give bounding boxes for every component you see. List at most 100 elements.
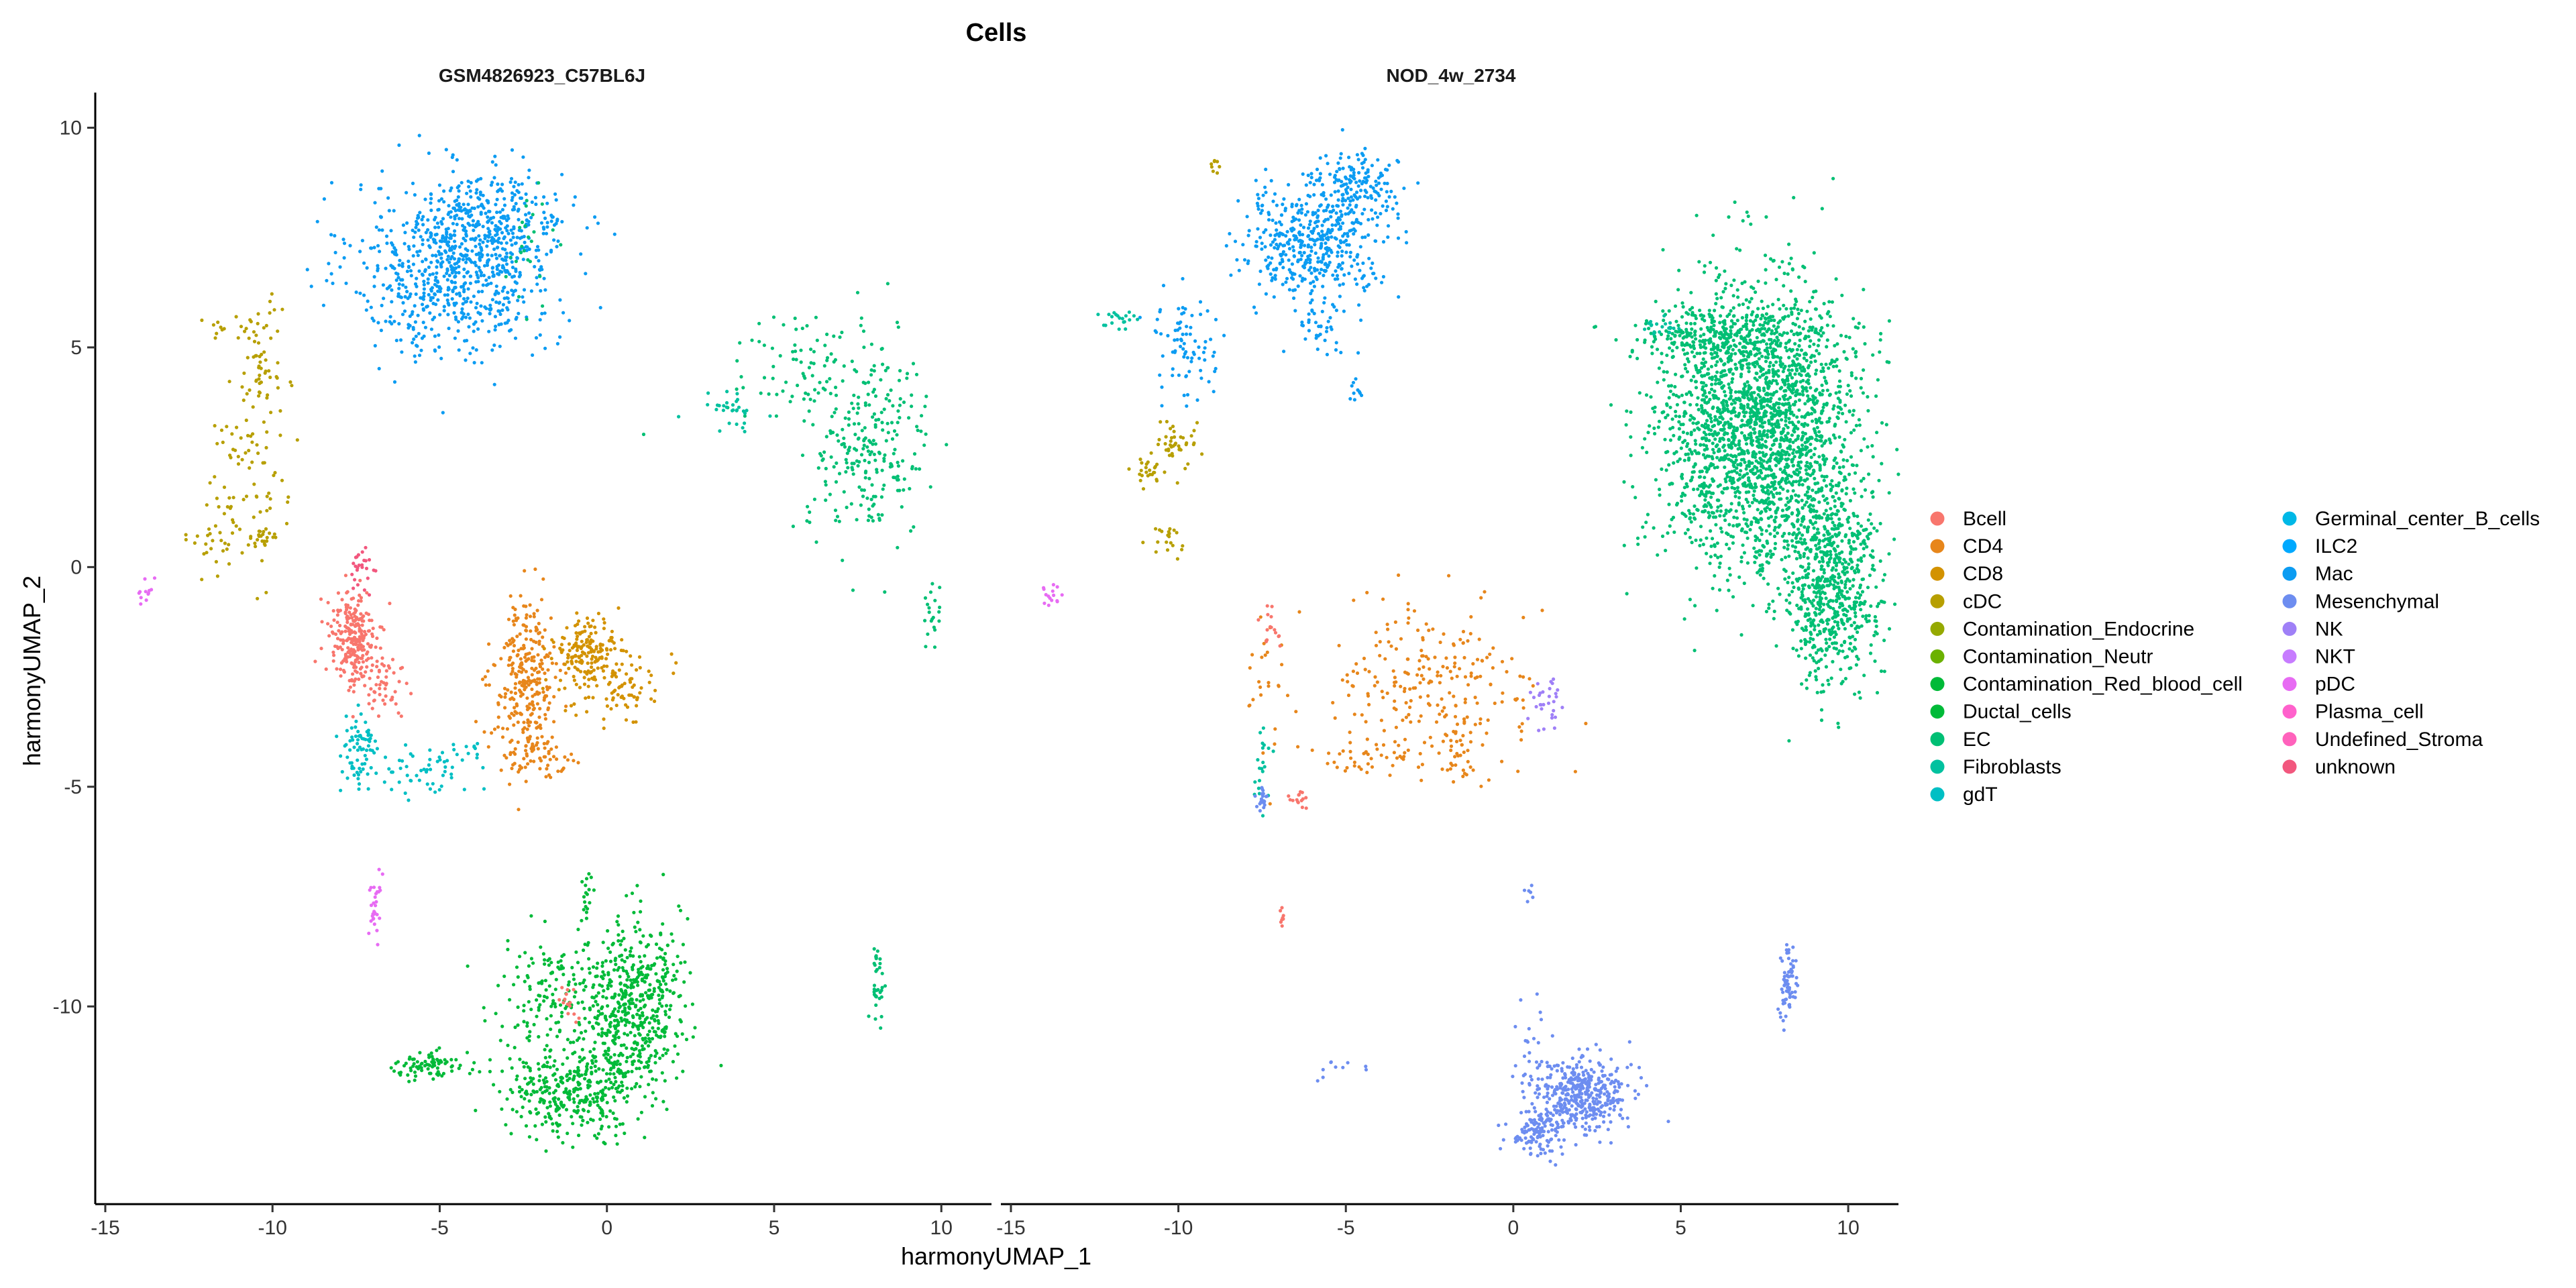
data-point [1256,227,1260,231]
data-point [260,352,264,357]
data-point [239,436,243,440]
data-point [509,672,513,676]
data-point [1363,146,1367,150]
data-point [601,970,605,974]
data-point [380,303,384,307]
data-point [556,239,560,244]
data-point [435,259,439,263]
data-point [637,970,641,974]
data-point [437,1046,441,1050]
data-point [1363,195,1367,199]
data-point [1339,152,1343,156]
data-point [1192,352,1196,356]
data-point [1315,219,1319,223]
data-point [629,946,633,950]
data-point [563,755,567,759]
data-point [249,434,253,438]
data-point [407,323,411,327]
data-point [614,1124,619,1128]
data-point [441,217,445,221]
data-point [527,176,531,180]
data-point [341,668,345,673]
data-point [610,629,614,633]
data-point [527,1135,532,1139]
data-point [541,686,545,690]
data-point [552,720,556,724]
data-point [1118,316,1122,320]
data-point [592,1100,596,1104]
data-point [518,1085,522,1089]
data-point [830,415,834,419]
data-point [1363,189,1367,193]
data-point [678,994,682,998]
data-point [576,927,580,932]
data-point [443,1058,447,1062]
data-point [508,180,513,184]
data-point [404,1061,408,1065]
points-facet-1 [1042,127,1900,1167]
data-point [427,151,431,155]
data-point [369,246,373,250]
data-point [867,460,871,465]
data-point [578,1055,582,1059]
data-point [479,246,483,250]
data-point [856,464,860,468]
data-point [529,1008,533,1012]
data-point [544,678,548,682]
data-point [647,1083,651,1087]
data-point [1363,235,1367,239]
data-point [593,1040,597,1044]
data-point [580,645,584,649]
data-point [506,617,511,621]
data-point [879,1014,883,1019]
data-point [1364,171,1368,175]
data-point [660,1071,664,1075]
data-point [1211,169,1215,173]
data-point [614,1134,618,1138]
data-point [580,1000,584,1004]
data-point [629,1055,633,1059]
data-point [1161,284,1166,288]
data-point [1320,309,1324,313]
data-point [663,1079,667,1083]
data-point [414,225,418,229]
data-point [1717,588,1722,592]
data-point [1370,196,1374,200]
data-point [462,788,466,792]
data-point [1340,180,1344,184]
data-point [1320,182,1324,186]
data-point [515,189,519,193]
data-point [411,1057,415,1061]
data-point [523,765,527,769]
data-point [1291,226,1295,230]
data-point [892,429,897,433]
data-point [1352,211,1356,215]
data-point [415,773,419,777]
data-point [498,693,502,698]
data-point [366,787,370,791]
data-point [436,289,440,293]
data-point [390,770,394,774]
data-point [1281,233,1285,237]
data-point [1292,254,1296,258]
data-point [398,258,402,262]
data-point [384,682,388,686]
data-point [486,227,490,231]
data-point [782,323,786,327]
data-point [1342,273,1346,277]
data-point [542,647,546,651]
data-point [671,939,675,943]
data-point [510,260,514,264]
data-point [653,1030,657,1034]
data-point [600,1034,604,1038]
data-point [857,395,861,399]
data-point [538,1074,542,1078]
data-point [537,1006,541,1010]
data-point [354,631,358,635]
data-point [397,286,401,290]
data-point [610,674,614,678]
data-point [630,1069,634,1073]
data-point [528,614,533,619]
data-point [526,975,530,979]
data-point [841,379,845,383]
